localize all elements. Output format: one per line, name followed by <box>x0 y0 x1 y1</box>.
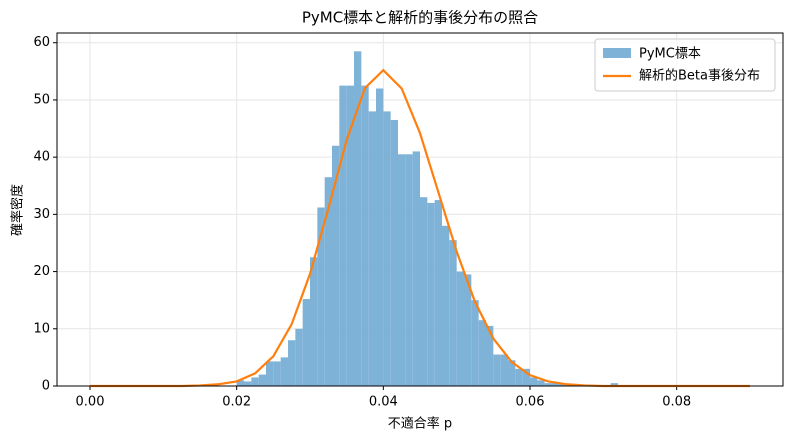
legend-label: PyMC標本 <box>639 47 701 62</box>
histogram-bar <box>552 383 560 386</box>
x-axis-label: 不適合率 p <box>388 416 452 432</box>
x-tick-label: 0.08 <box>662 395 691 410</box>
legend-label: 解析的Beta事後分布 <box>639 68 760 84</box>
histogram-bar <box>361 85 369 387</box>
histogram-bar <box>464 274 472 386</box>
histogram-bar <box>515 368 523 386</box>
histogram-bar <box>449 240 457 386</box>
histogram-bar <box>471 300 479 386</box>
histogram-bar <box>456 271 464 386</box>
histogram-bar <box>398 154 406 386</box>
y-tick-label: 30 <box>33 207 50 222</box>
x-tick-label: 0.02 <box>222 395 251 410</box>
histogram-bar <box>559 384 567 386</box>
histogram-bar <box>427 202 435 386</box>
histogram-bar <box>412 151 420 386</box>
histogram-bar <box>434 200 442 386</box>
histogram-bar <box>508 360 516 386</box>
histogram-bar <box>368 111 376 387</box>
histogram-bar <box>383 111 391 387</box>
histogram-bar <box>610 383 618 386</box>
y-tick-label: 50 <box>33 92 50 107</box>
y-tick-label: 60 <box>33 35 50 50</box>
histogram-bar <box>288 340 296 386</box>
histogram-bar <box>486 325 494 386</box>
chart-title: PyMC標本と解析的事後分布の照合 <box>302 9 538 27</box>
histogram-bar <box>236 380 244 386</box>
histogram-bar <box>346 85 354 387</box>
histogram-bar <box>302 299 310 386</box>
histogram-bar <box>390 119 398 387</box>
plot-frame <box>56 32 784 387</box>
histogram-bar <box>420 197 428 386</box>
x-tick-label: 0.04 <box>369 395 398 410</box>
histogram-bar <box>405 154 413 386</box>
histogram-bar <box>339 85 347 387</box>
histogram-bar <box>500 354 508 386</box>
legend-swatch <box>603 48 631 58</box>
y-tick-label: 40 <box>33 150 50 165</box>
histogram-bar <box>251 377 259 386</box>
y-tick-label: 20 <box>33 264 50 279</box>
histogram-bar <box>295 328 303 386</box>
histogram-bar <box>376 88 384 387</box>
x-tick-label: 0.06 <box>516 395 545 410</box>
histogram-bar <box>530 377 538 386</box>
histogram-bar <box>266 361 274 386</box>
y-tick-label: 10 <box>33 321 50 336</box>
histogram-bar <box>317 207 325 386</box>
histogram-bar <box>493 354 501 386</box>
histogram-bar <box>273 361 281 386</box>
histogram-bar <box>332 145 340 386</box>
histogram-bar <box>537 380 545 386</box>
histogram-bar <box>244 381 252 386</box>
histogram-bar <box>478 320 486 386</box>
y-tick-label: 0 <box>42 379 50 394</box>
histogram-bar <box>324 177 332 386</box>
histogram-bar <box>354 51 362 386</box>
y-axis-label: 確率密度 <box>10 184 26 236</box>
histogram-bar <box>522 368 530 386</box>
histogram-bar <box>442 225 450 386</box>
legend-box <box>594 38 776 92</box>
histogram-bar <box>544 383 552 386</box>
histogram-bar <box>280 357 288 386</box>
histogram-bar <box>310 257 318 386</box>
x-tick-label: 0.00 <box>76 395 105 410</box>
histogram-bar <box>258 374 266 386</box>
